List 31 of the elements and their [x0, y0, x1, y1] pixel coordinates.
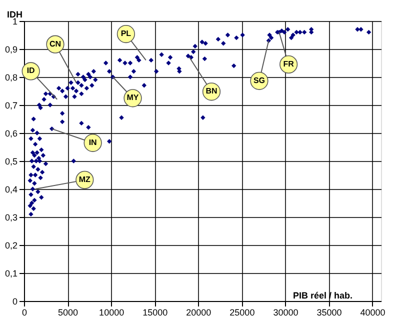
- annotation: BN: [206, 86, 218, 96]
- y-tick-label: 0,8: [4, 72, 18, 82]
- y-tick-label: 0,9: [4, 44, 18, 54]
- x-tick-label: 30000: [273, 308, 298, 318]
- annotation: CN: [49, 39, 62, 48]
- y-tick-label: 0,1: [4, 268, 18, 278]
- x-tick-label: 25000: [230, 308, 255, 318]
- annotation: PL: [120, 29, 132, 38]
- x-tick-label: 5000: [58, 308, 78, 318]
- y-tick-label: 0,3: [4, 212, 18, 222]
- y-tick-label: 0,2: [4, 240, 18, 250]
- annotation: IN: [88, 138, 98, 147]
- x-tick-label: 35000: [316, 308, 342, 318]
- x-tick-label: 10000: [99, 308, 124, 318]
- x-tick-label: 40000: [360, 308, 386, 318]
- y-tick-label: 0: [12, 296, 18, 306]
- annotation: SG: [253, 76, 266, 85]
- annotation: ID: [26, 66, 36, 76]
- y-tick-label: 0,7: [4, 100, 18, 110]
- x-axis-title: PIB réel / hab.: [292, 290, 352, 300]
- x-tick-label: 15000: [142, 308, 168, 318]
- annotation: FR: [283, 59, 294, 68]
- y-tick-label: 0,4: [4, 184, 18, 194]
- y-tick-label: 0,6: [4, 128, 18, 138]
- y-tick-label: 0,5: [4, 156, 18, 166]
- annotation: MZ: [78, 174, 91, 184]
- y-tick-label: 1: [12, 16, 18, 26]
- x-tick-label: 20000: [186, 308, 212, 318]
- y-axis-title: IDH: [7, 10, 22, 20]
- annotation: MY: [126, 93, 140, 102]
- x-tick-label: 0: [22, 308, 28, 318]
